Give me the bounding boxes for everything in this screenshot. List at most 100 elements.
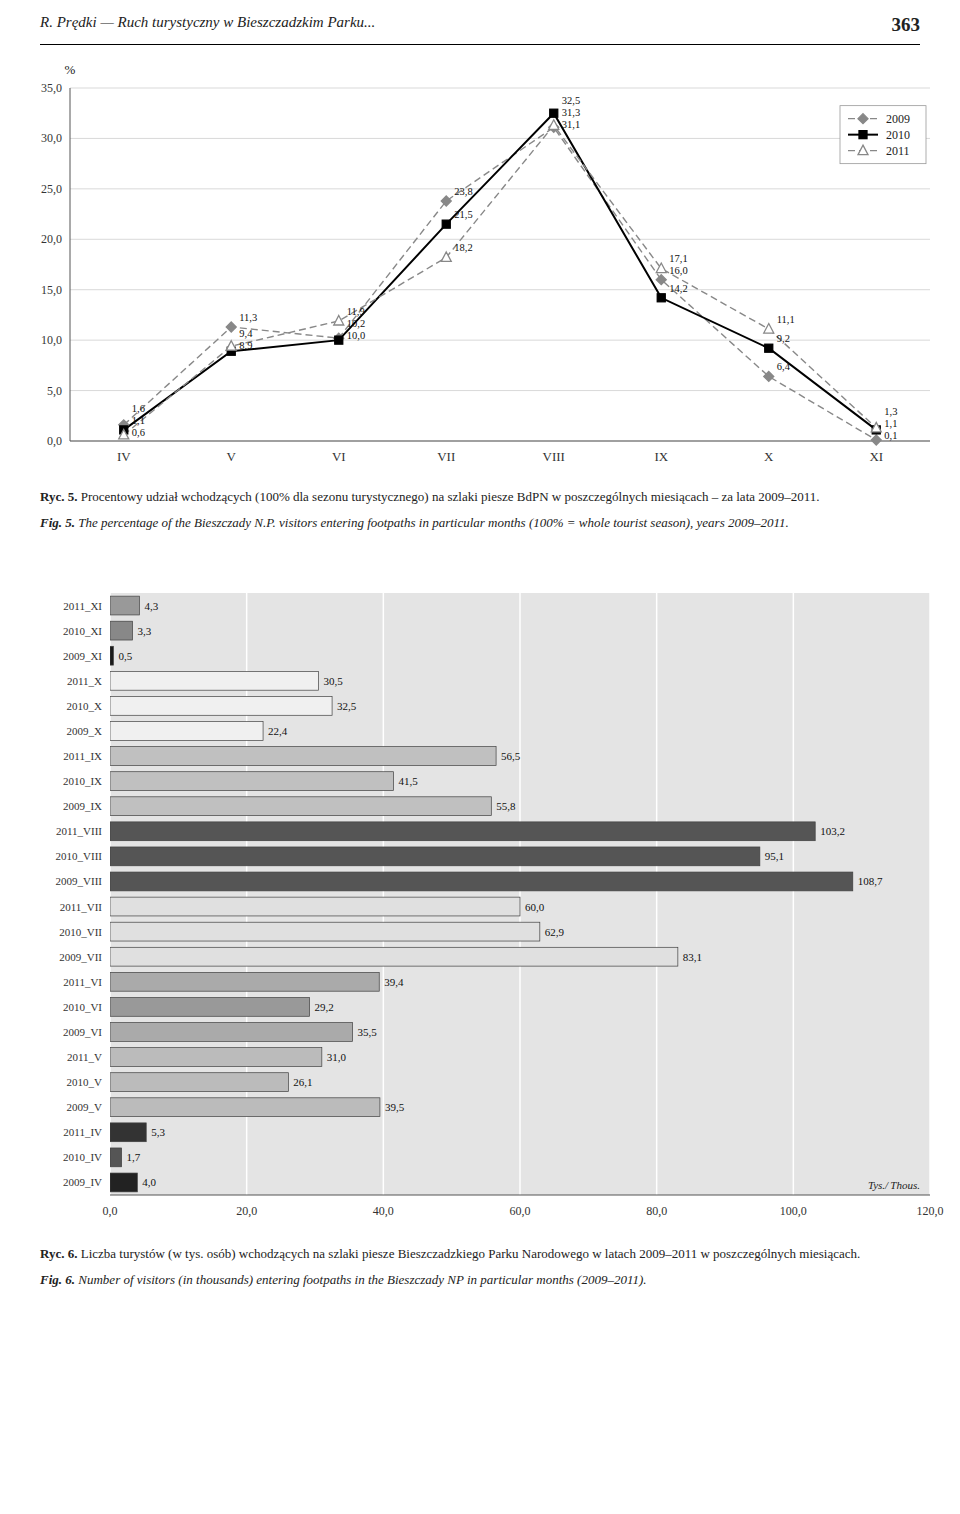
bar bbox=[110, 747, 496, 766]
y-tick-label: 2010_IV bbox=[63, 1151, 102, 1163]
bar bbox=[110, 621, 133, 640]
grid-line bbox=[70, 390, 930, 391]
data-label: 41,5 bbox=[399, 775, 419, 787]
data-label: 1,7 bbox=[127, 1151, 141, 1163]
data-label: 11,9 bbox=[347, 306, 365, 317]
caption: Ryc. 6. Liczba turystów (w tys. osób) wc… bbox=[40, 1245, 920, 1296]
legend-entry: 2010 bbox=[886, 128, 910, 142]
data-label: 9,4 bbox=[239, 328, 253, 339]
caption-text: Liczba turystów (w tys. osób) wchodzącyc… bbox=[77, 1246, 860, 1261]
x-tick-label: VIII bbox=[543, 449, 565, 464]
y-tick-label: 10,0 bbox=[41, 333, 62, 347]
y-tick-label: 2009_VI bbox=[63, 1026, 102, 1038]
data-label: 18,2 bbox=[454, 242, 472, 253]
legend-entry: 2009 bbox=[886, 112, 910, 126]
grid-line bbox=[70, 441, 930, 442]
data-label: 55,8 bbox=[496, 800, 516, 812]
grid-line bbox=[70, 239, 930, 240]
line-chart: 0,05,010,015,020,025,030,035,0%IVVVIVIIV… bbox=[0, 56, 960, 476]
grid bbox=[70, 88, 930, 441]
legend-entry: 2011 bbox=[886, 144, 910, 158]
data-label: 95,1 bbox=[765, 850, 784, 862]
bar bbox=[110, 1048, 322, 1067]
marker bbox=[657, 294, 665, 302]
legend-box bbox=[840, 106, 926, 164]
x-axis-line bbox=[110, 1195, 930, 1196]
marker bbox=[656, 263, 666, 273]
data-label: 11,1 bbox=[777, 314, 795, 325]
unit-annotation: Tys./ Thous. bbox=[868, 1179, 920, 1191]
y-tick-label: 2010_V bbox=[67, 1076, 103, 1088]
data-label: 39,4 bbox=[384, 976, 404, 988]
data-label: 0,5 bbox=[118, 650, 132, 662]
y-tick-label: 0,0 bbox=[47, 434, 62, 448]
y-tick-label: 2010_IX bbox=[63, 775, 102, 787]
grid-line bbox=[383, 593, 385, 1195]
series-line bbox=[124, 113, 877, 430]
y-tick-label: 2011_IV bbox=[63, 1126, 102, 1138]
marker bbox=[441, 252, 451, 262]
y-tick-label: 15,0 bbox=[41, 283, 62, 297]
marker bbox=[764, 324, 774, 334]
data-label: 10,2 bbox=[347, 318, 365, 329]
grid-line bbox=[70, 138, 930, 139]
y-tick-label: 2009_XI bbox=[63, 650, 102, 662]
data-labels: 1,61,10,611,39,48,911,910,210,023,821,51… bbox=[132, 95, 898, 441]
bar bbox=[110, 797, 491, 816]
y-tick-label: 5,0 bbox=[47, 384, 62, 398]
y-tick-label: 2009_VII bbox=[59, 951, 102, 963]
grid bbox=[110, 593, 930, 1195]
grid-line bbox=[70, 340, 930, 341]
y-tick-label: 25,0 bbox=[41, 182, 62, 196]
x-tick-label: 100,0 bbox=[780, 1204, 807, 1218]
series-line bbox=[124, 127, 877, 440]
y-tick-label: 2009_IX bbox=[63, 800, 102, 812]
caption: Ryc. 5. Procentowy udział wchodzących (1… bbox=[40, 488, 920, 539]
y-tick-label: 2011_VIII bbox=[56, 825, 102, 837]
data-label: 21,5 bbox=[454, 209, 472, 220]
bar bbox=[110, 1173, 137, 1192]
bar bbox=[110, 596, 139, 615]
bar bbox=[110, 822, 815, 841]
y-tick-label: 2009_V bbox=[67, 1101, 103, 1113]
legend-marker bbox=[858, 145, 868, 155]
data-label: 0,1 bbox=[884, 430, 897, 441]
x-tick-label: 80,0 bbox=[646, 1204, 667, 1218]
data-label: 1,6 bbox=[132, 403, 145, 414]
y-axis-label: % bbox=[65, 62, 76, 77]
caption-text: The percentage of the Bieszczady N.P. vi… bbox=[75, 515, 789, 530]
bar-chart: 0,020,040,060,080,0100,0120,04,33,30,530… bbox=[0, 585, 960, 1235]
caption-label: Ryc. 5. bbox=[40, 489, 77, 504]
data-label: 3,3 bbox=[138, 625, 152, 637]
data-label: 56,5 bbox=[501, 750, 521, 762]
y-tick-label: 2010_VIII bbox=[56, 850, 103, 862]
bar bbox=[110, 1073, 288, 1092]
marker bbox=[871, 422, 881, 432]
y-tick-label: 2010_VI bbox=[63, 1001, 102, 1013]
x-tick-label: 20,0 bbox=[236, 1204, 257, 1218]
caption-pl: Ryc. 6. Liczba turystów (w tys. osób) wc… bbox=[40, 1245, 920, 1263]
grid-line bbox=[656, 593, 658, 1195]
data-label: 11,3 bbox=[239, 312, 257, 323]
bar bbox=[110, 1123, 146, 1142]
bar bbox=[110, 947, 678, 966]
caption-en: Fig. 6. Number of visitors (in thousands… bbox=[40, 1271, 920, 1289]
bar bbox=[110, 897, 520, 916]
y-tick-label: 2009_IV bbox=[63, 1176, 102, 1188]
y-tick-label: 2011_V bbox=[67, 1051, 102, 1063]
y-tick-label: 2011_VI bbox=[63, 976, 102, 988]
caption-text: Procentowy udział wchodzących (100% dla … bbox=[77, 489, 819, 504]
grid-line bbox=[70, 188, 930, 189]
data-label: 31,0 bbox=[327, 1051, 347, 1063]
bar bbox=[110, 1098, 380, 1117]
bar bbox=[110, 872, 853, 891]
y-tick-label: 2010_X bbox=[67, 700, 103, 712]
data-label: 5,3 bbox=[151, 1126, 165, 1138]
bar bbox=[110, 1023, 353, 1042]
data-label: 31,1 bbox=[562, 119, 580, 130]
y-tick-label: 2010_XI bbox=[63, 625, 102, 637]
x-tick-label: X bbox=[764, 449, 774, 464]
caption-label: Fig. 5. bbox=[40, 515, 75, 530]
data-label: 30,5 bbox=[323, 675, 343, 687]
data-label: 0,6 bbox=[132, 427, 145, 438]
